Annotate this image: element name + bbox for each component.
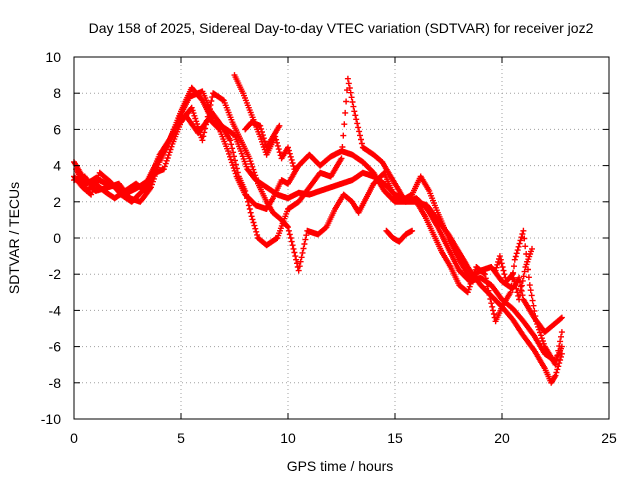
series-track-7: [383, 227, 416, 245]
y-axis-label: SDTVAR / TECUs: [6, 182, 22, 294]
y-tick-label: 8: [53, 85, 61, 101]
x-tick-label: 0: [70, 430, 78, 446]
axis-ticks: [73, 56, 610, 420]
y-tick-label: 0: [53, 230, 61, 246]
tick-labels: 0 5 10 15 20 25 -10 -8 -6 -4 -2 0 2 4 6 8 10: [41, 49, 617, 446]
y-tick-label: -4: [49, 302, 62, 318]
y-tick-label: -6: [49, 339, 62, 355]
grid: [74, 57, 609, 419]
y-tick-label: -10: [41, 411, 61, 427]
series-track-8: [492, 245, 535, 303]
series-track-4: [71, 75, 565, 368]
y-tick-label: -2: [49, 266, 62, 282]
x-tick-label: 10: [280, 430, 296, 446]
y-tick-label: -8: [49, 375, 62, 391]
plus-marker-track: [383, 227, 416, 245]
y-tick-label: 10: [45, 49, 61, 65]
x-axis-label: GPS time / hours: [287, 458, 394, 474]
plus-marker-track: [242, 119, 283, 151]
data-markers: [71, 72, 565, 386]
y-tick-label: 6: [53, 121, 61, 137]
plus-marker-track: [492, 245, 535, 303]
x-tick-label: 25: [601, 430, 617, 446]
plus-marker-track: [71, 75, 565, 368]
chart-title: Day 158 of 2025, Sidereal Day-to-day VTE…: [89, 20, 594, 36]
y-tick-label: 2: [53, 194, 61, 210]
x-tick-label: 20: [494, 430, 510, 446]
x-tick-label: 5: [177, 430, 185, 446]
series-track-6: [242, 119, 283, 151]
y-tick-label: 4: [53, 158, 61, 174]
x-tick-label: 15: [387, 430, 403, 446]
